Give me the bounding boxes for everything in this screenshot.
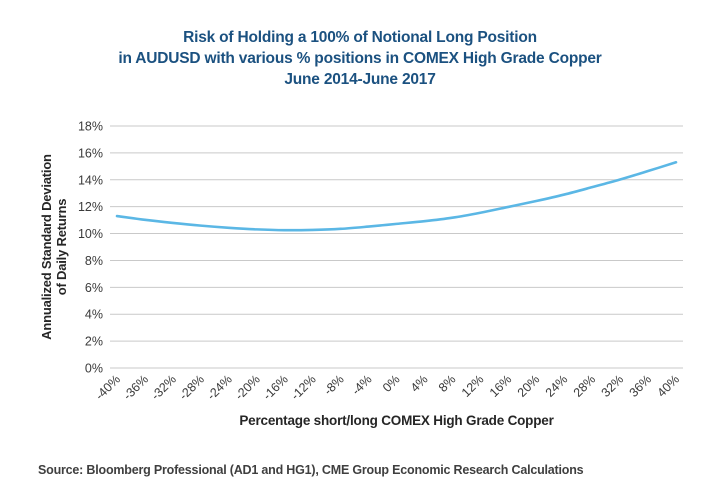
chart-title: Risk of Holding a 100% of Notional Long … <box>0 27 720 90</box>
x-tick-label: -40% <box>93 372 124 403</box>
y-tick-label: 16% <box>78 146 103 160</box>
source-note: Source: Bloomberg Professional (AD1 and … <box>38 463 584 477</box>
x-tick-label: -36% <box>121 372 152 403</box>
x-tick-label: 12% <box>459 372 487 400</box>
x-tick-label: -8% <box>321 372 347 398</box>
y-tick-label: 18% <box>78 120 103 134</box>
x-tick-label: 0% <box>380 372 403 395</box>
y-tick-label: 0% <box>85 362 103 376</box>
y-tick-label: 14% <box>78 173 103 187</box>
x-tick-label: -4% <box>349 372 375 398</box>
x-tick-label: 32% <box>599 372 627 400</box>
x-tick-label: -28% <box>176 372 207 403</box>
y-tick-label: 8% <box>85 254 103 268</box>
x-axis-title: Percentage short/long COMEX High Grade C… <box>239 413 554 428</box>
risk-line-chart: 0% 2% 4% 6% 8% 10% 12% 14% 16% 18% -40%-36%-32%-28… <box>78 120 683 403</box>
y-tick-label: 12% <box>78 200 103 214</box>
x-tick-label: 20% <box>515 372 543 400</box>
chart-title-line2: in AUDUSD with various % positions in CO… <box>118 50 602 67</box>
y-tick-label: 6% <box>85 281 103 295</box>
x-tick-label: -20% <box>232 372 263 403</box>
x-tick-label: 8% <box>436 372 459 395</box>
x-tick-label: -32% <box>148 372 179 403</box>
x-tick-label: -16% <box>260 372 291 403</box>
x-tick-label: 40% <box>655 372 683 400</box>
x-tick-label: -24% <box>204 372 235 403</box>
x-tick-label: 24% <box>543 372 571 400</box>
x-tick-label: 28% <box>571 372 599 400</box>
chart-title-line1: Risk of Holding a 100% of Notional Long … <box>183 29 537 46</box>
chart-title-line3: June 2014-June 2017 <box>284 71 436 88</box>
x-tick-label: 36% <box>627 372 655 400</box>
y-tick-label: 2% <box>85 335 103 349</box>
x-tick-label: 16% <box>487 372 515 400</box>
x-tick-label: 4% <box>408 372 431 395</box>
y-tick-label: 4% <box>85 308 103 322</box>
y-tick-label: 10% <box>78 227 103 241</box>
risk-curve <box>115 161 678 232</box>
x-tick-label: -12% <box>288 372 319 403</box>
